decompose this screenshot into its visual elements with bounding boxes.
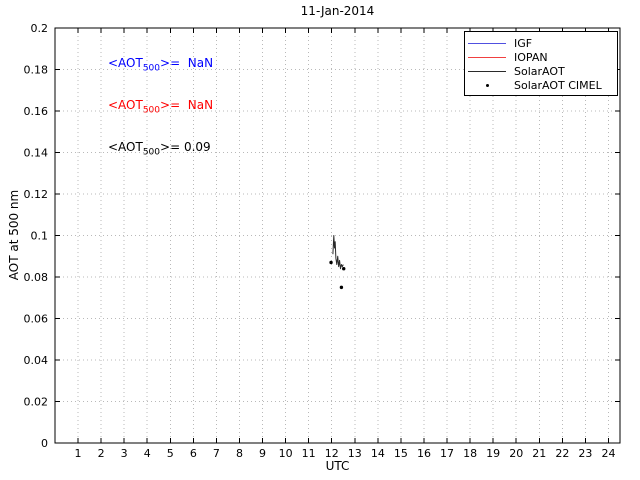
annotation-subscript: 500 [142,63,161,74]
annotation-text: <AOT [108,98,143,112]
x-tick-label: 11 [302,447,316,460]
x-tick-label: 21 [532,447,546,460]
x-axis-label: UTC [325,459,350,473]
x-tick-label: 17 [440,447,454,460]
annotation-subscript: 500 [142,105,161,116]
x-tick-label: 8 [236,447,243,460]
legend-sample [465,42,509,44]
x-tick-label: 20 [509,447,523,460]
legend-item-iopan: IOPAN [465,50,617,64]
y-tick-label: 0.1 [31,230,49,243]
x-tick-label: 24 [601,447,615,460]
y-tick-label: 0.08 [24,271,49,284]
x-tick-label: 18 [463,447,477,460]
y-tick-label: 0.16 [24,105,49,118]
y-tick-label: 0.2 [31,22,49,35]
x-tick-label: 12 [325,447,339,460]
x-tick-label: 22 [555,447,569,460]
annotation-text: >= NaN [160,56,214,70]
legend-label: SolarAOT CIMEL [514,78,602,92]
y-tick-label: 0.12 [24,188,49,201]
legend-label: SolarAOT [514,64,565,78]
igf-line-icon [468,42,506,44]
x-tick-label: 15 [394,447,408,460]
series-line-2 [332,235,344,270]
x-tick-label: 9 [259,447,266,460]
annotation-iopan-mean: <AOT500>= NaN [108,98,213,115]
legend: IGF IOPAN SolarAOT SolarAOT CIMEL [464,31,618,96]
x-tick-label: 4 [144,447,151,460]
y-tick-label: 0.04 [24,354,49,367]
series-marker-3 [339,285,344,290]
annotation-text: >= 0.09 [160,140,211,154]
annotation-text: >= NaN [160,98,214,112]
x-tick-label: 10 [279,447,293,460]
legend-item-igf: IGF [465,36,617,50]
legend-sample [465,83,509,87]
legend-label: IOPAN [514,50,548,64]
annotation-igf-mean: <AOT500>= NaN [108,56,213,73]
chart-title: 11-Jan-2014 [300,4,375,18]
y-tick-label: 0.06 [24,313,49,326]
y-tick-label: 0.02 [24,396,49,409]
x-tick-label: 16 [417,447,431,460]
y-tick-label: 0.18 [24,64,49,77]
y-tick-label: 0.14 [24,147,49,160]
x-tick-label: 5 [167,447,174,460]
x-tick-label: 1 [75,447,82,460]
legend-item-solaraot-cimel: SolarAOT CIMEL [465,78,617,92]
x-tick-label: 6 [190,447,197,460]
series-marker-3 [342,267,346,271]
annotation-text: <AOT [108,56,143,70]
x-tick-label: 13 [348,447,362,460]
solaraot-cimel-dot-icon [485,83,489,87]
annotation-text: <AOT [108,140,143,154]
x-tick-label: 2 [98,447,105,460]
x-tick-label: 14 [371,447,385,460]
x-tick-label: 23 [578,447,592,460]
legend-sample [465,70,509,72]
x-tick-label: 7 [213,447,220,460]
x-tick-label: 19 [486,447,500,460]
series-marker-3 [329,260,333,265]
iopan-line-icon [468,56,506,58]
axes-box [54,27,621,444]
solaraot-line-icon [468,70,506,72]
legend-label: IGF [514,36,533,50]
x-tick-label: 3 [121,447,128,460]
annotation-solaraot-mean: <AOT500>= 0.09 [108,140,211,157]
annotation-subscript: 500 [142,147,161,158]
y-tick-label: 0 [41,437,48,450]
legend-sample [465,56,509,58]
legend-item-solaraot: SolarAOT [465,64,617,78]
